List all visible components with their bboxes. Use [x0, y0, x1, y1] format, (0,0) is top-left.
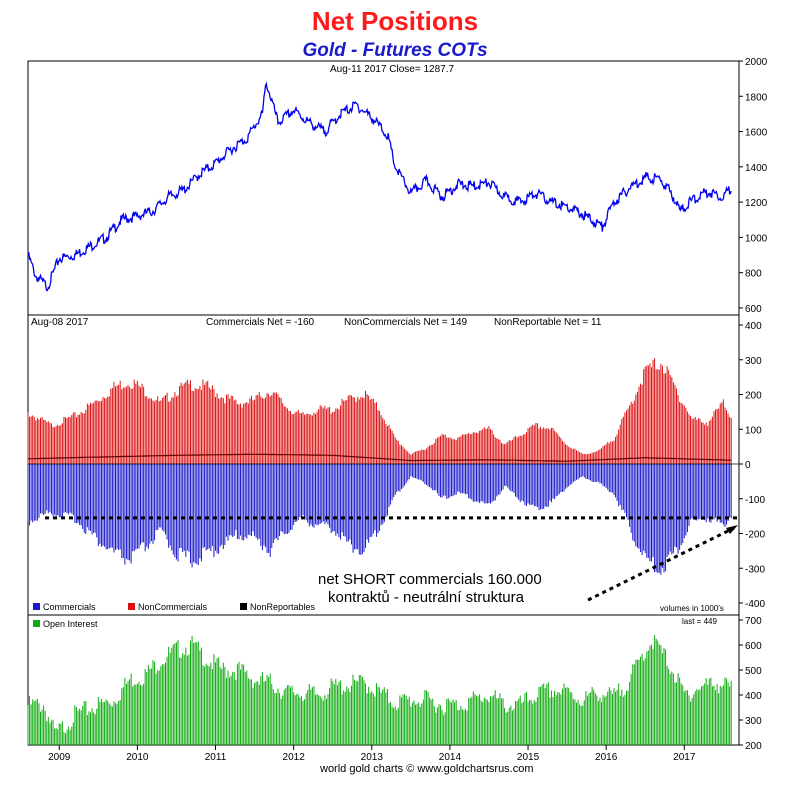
net-y-tick-label: 300: [745, 356, 762, 367]
oi-y-tick-label: 600: [745, 641, 762, 652]
x-tick-label: 2016: [595, 752, 618, 763]
price-y-tick-label: 1200: [745, 198, 768, 209]
net-y-tick-label: -200: [745, 530, 765, 541]
legend-noncommercials: NonCommercials: [138, 602, 208, 612]
legend-open-interest: Open Interest: [43, 619, 98, 629]
x-tick-label: 2009: [48, 752, 71, 763]
chart-title: Net Positions: [311, 6, 479, 36]
price-y-tick-label: 1600: [745, 128, 768, 139]
gold-price-line: [27, 81, 732, 292]
open-interest-panel: [27, 614, 740, 746]
net-y-tick-label: -400: [745, 599, 765, 610]
legend-swatch-commercials: [33, 603, 40, 610]
annotation-line-2: kontraktů - neutrální struktura: [328, 589, 525, 606]
price-y-tick-label: 600: [745, 304, 762, 315]
net-header-date: Aug-08 2017: [31, 317, 89, 328]
annotation-arrowhead: [726, 525, 738, 534]
net-positions-series-group: [27, 358, 739, 575]
legend-nonreportables: NonReportables: [250, 602, 316, 612]
noncommercials-net-label: NonCommercials Net = 149: [344, 317, 468, 328]
net-y-tick-label: 200: [745, 391, 762, 402]
volumes-note: volumes in 1000's: [660, 604, 724, 613]
price-y-tick-label: 2000: [745, 57, 768, 68]
x-tick-label: 2014: [439, 752, 462, 763]
price-y-tick-label: 800: [745, 269, 762, 280]
x-tick-label: 2012: [283, 752, 306, 763]
net-y-tick-label: 0: [745, 460, 751, 471]
commercials-net-label: Commercials Net = -160: [206, 317, 315, 328]
axes-group: 600800100012001400160018002000-400-300-2…: [48, 57, 768, 763]
annotation-arrow: [587, 526, 735, 602]
open-interest-last: last = 449: [682, 617, 717, 626]
price-y-tick-label: 1000: [745, 233, 768, 244]
net-y-tick-label: -100: [745, 495, 765, 506]
net-y-tick-label: 400: [745, 321, 762, 332]
source-footer: world gold charts © www.goldchartsrus.co…: [320, 763, 534, 775]
oi-y-tick-label: 400: [745, 691, 762, 702]
x-tick-label: 2017: [673, 752, 696, 763]
price-panel: [27, 60, 740, 316]
oi-y-tick-label: 300: [745, 716, 762, 727]
net-y-tick-label: -300: [745, 564, 765, 575]
chart-subtitle: Gold - Futures COTs: [302, 40, 488, 61]
x-tick-label: 2015: [517, 752, 540, 763]
nonreportables-line: [27, 453, 732, 462]
nonreportable-net-label: NonReportable Net = 11: [494, 317, 602, 328]
legend-commercials: Commercials: [43, 602, 96, 612]
annotation-line-1: net SHORT commercials 160.000: [318, 571, 542, 588]
legend-swatch-noncommercials: [128, 603, 135, 610]
oi-y-tick-label: 200: [745, 741, 762, 752]
x-tick-label: 2010: [126, 752, 149, 763]
price-y-tick-label: 1800: [745, 92, 768, 103]
price-series-group: [27, 81, 732, 292]
legend-swatch-nonreportables: [240, 603, 247, 610]
oi-y-tick-label: 700: [745, 616, 762, 627]
x-tick-label: 2013: [361, 752, 384, 763]
legend-swatch-open-interest: [33, 620, 40, 627]
net-y-tick-label: 100: [745, 425, 762, 436]
open-interest-series-group: [27, 634, 732, 745]
price-y-tick-label: 1400: [745, 163, 768, 174]
x-tick-label: 2011: [205, 752, 227, 763]
oi-y-tick-label: 500: [745, 666, 762, 677]
price-header: Aug-11 2017 Close= 1287.7: [330, 64, 455, 75]
